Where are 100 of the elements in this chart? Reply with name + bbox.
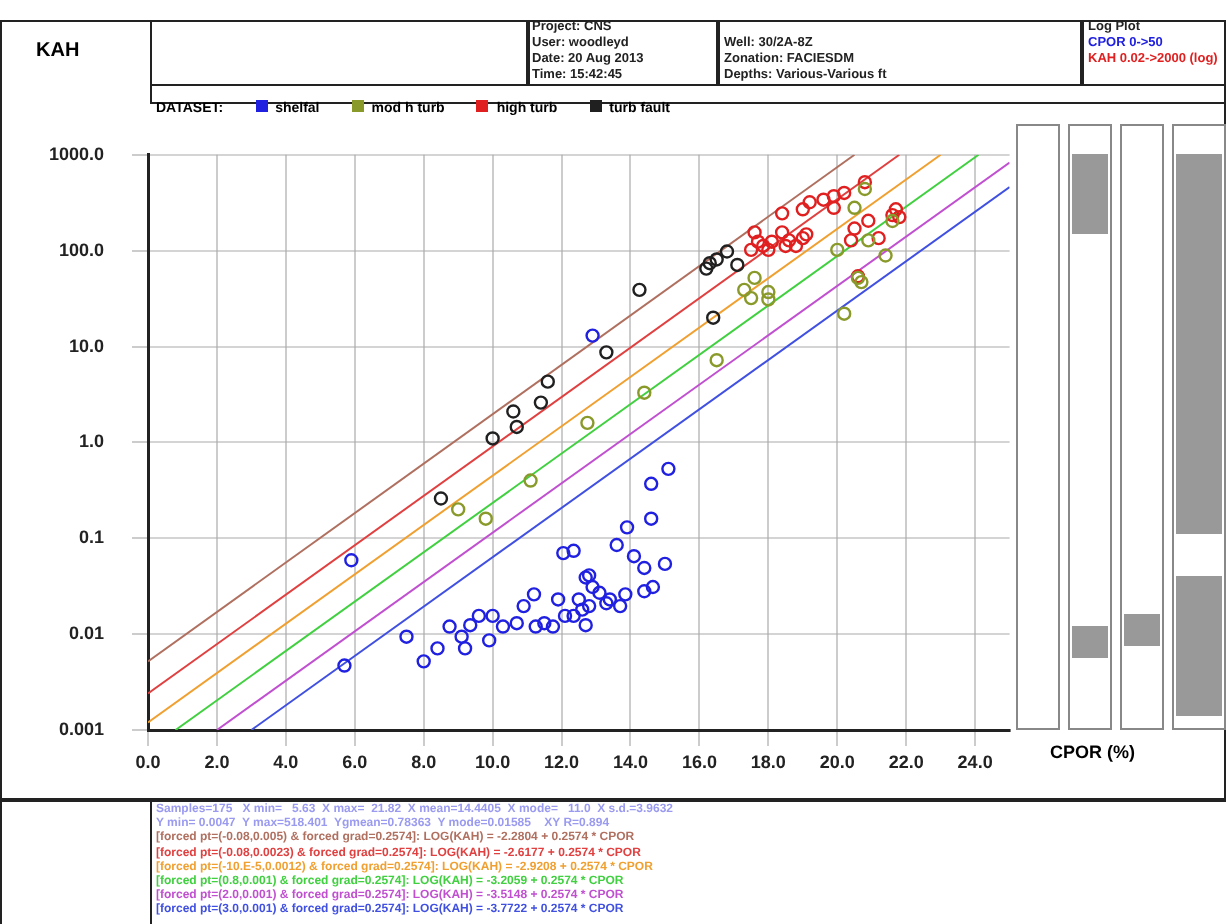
point [737,282,752,298]
point [788,238,804,254]
point [585,328,600,343]
y-tick-label: 1.0 [78,431,104,452]
point [657,556,673,572]
point [854,274,869,290]
point [847,200,862,215]
point [580,415,595,431]
point [637,584,652,599]
point [871,230,886,246]
x-tick-label: 20.0 [819,751,855,772]
point [540,374,555,389]
point [619,520,635,535]
point [557,608,573,624]
point [506,404,521,419]
point [643,511,659,526]
x-tick-label: 24.0 [957,751,993,772]
point [847,221,862,236]
point [878,248,893,263]
point [578,617,593,633]
point [516,598,531,614]
point [719,244,735,259]
point [747,270,762,286]
point [526,587,542,602]
point [433,491,449,506]
point [885,213,900,229]
point [857,181,873,197]
point [857,174,873,190]
point [399,629,414,644]
x-tick-label: 22.0 [888,751,924,772]
y-tick-label: 10.0 [68,335,104,356]
point [566,543,581,558]
point [481,633,497,648]
point [495,619,511,634]
point [585,579,600,595]
x-tick-label: 10.0 [475,751,511,772]
x-tick-label: 16.0 [681,751,717,772]
point [454,629,469,644]
y-tick-label: 0.1 [78,527,104,548]
point [861,233,876,248]
point [537,616,552,631]
point [830,242,845,258]
x-tick-label: 0.0 [135,751,161,772]
point [702,256,717,271]
point [509,419,524,435]
point [485,431,500,446]
point [826,189,842,204]
point [645,579,661,595]
point [463,617,478,633]
point [571,592,586,607]
point [764,234,779,249]
y-tick-label: 0.01 [68,623,104,644]
point [528,619,543,634]
point [816,192,831,207]
point [637,385,652,400]
y-tick-label: 1000.0 [48,143,104,164]
point [509,616,524,631]
point [826,200,842,215]
point [344,553,359,568]
x-tick-label: 12.0 [544,751,580,772]
y-axis-title: KAH [36,40,80,62]
point [730,257,745,273]
point [761,284,776,300]
point [618,587,633,602]
point [523,473,538,488]
x-tick-label: 2.0 [204,751,230,772]
point [478,511,493,526]
point [612,598,628,614]
x-tick-label: 6.0 [342,751,368,772]
point [888,202,904,217]
y-tick-label: 0.001 [58,718,104,739]
point [533,395,549,410]
point [885,207,900,223]
point [761,292,776,307]
point [643,476,659,491]
point [599,345,614,360]
point [799,227,814,242]
point [774,225,790,240]
point [581,568,597,583]
point [592,585,607,600]
point [709,252,724,267]
point [755,238,771,254]
point [602,592,618,607]
point [471,608,487,624]
point [706,310,721,325]
point [337,658,352,673]
x-tick-label: 4.0 [273,751,299,772]
point [545,619,561,634]
point [626,549,642,564]
x-tick-label: 14.0 [612,751,649,772]
point [774,206,790,221]
y-tick-label: 100.0 [58,239,104,260]
point [450,502,466,517]
point [795,202,811,217]
point [761,242,776,258]
point [575,602,590,617]
point [550,592,566,607]
point [892,209,907,225]
point [578,570,593,585]
point [843,233,859,248]
